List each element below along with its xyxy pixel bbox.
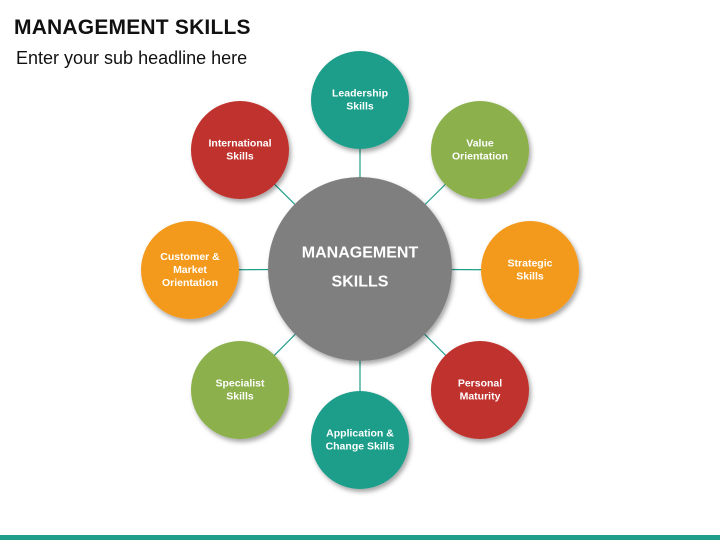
skill-node-circle (311, 51, 409, 149)
skill-node-personal-label-line: Maturity (460, 390, 501, 402)
skill-node-circle (431, 101, 529, 199)
footer-bar (0, 535, 720, 540)
skill-node-circle (141, 221, 239, 319)
skill-node-specialist-label-line: Specialist (215, 377, 265, 389)
page-title: MANAGEMENT SKILLS (14, 16, 251, 39)
center-node-circle (268, 177, 452, 361)
skill-node-application: Application &Change Skills (311, 391, 409, 489)
skill-node-circle (191, 101, 289, 199)
skill-node-customer-label-line: Customer & (160, 251, 220, 263)
skill-node-leadership-label-line: Leadership (332, 87, 388, 99)
skill-node-value-label-line: Value (466, 137, 494, 149)
skill-node-strategic-label-line: Skills (516, 270, 544, 282)
skill-node-specialist-label-line: Skills (226, 390, 254, 402)
center-node-label-line: MANAGEMENT (302, 245, 419, 262)
skill-node-leadership-label-line: Skills (346, 100, 374, 112)
skill-node-circle (481, 221, 579, 319)
skill-node-personal-label-line: Personal (458, 377, 502, 389)
skill-node-circle (191, 341, 289, 439)
skill-node-customer-label-line: Market (173, 264, 207, 276)
skill-node-application-label-line: Application & (326, 427, 394, 439)
skill-node-international-label-line: Skills (226, 150, 254, 162)
center-node-group: MANAGEMENT SKILLS (268, 177, 452, 361)
skill-node-application-label-line: Change Skills (326, 440, 395, 452)
skill-node-customer-label-line: Orientation (162, 277, 218, 289)
skill-nodes-group: LeadershipSkillsValueOrientationStrategi… (141, 51, 579, 489)
center-node-label-line: SKILLS (332, 274, 389, 291)
skill-node-circle (311, 391, 409, 489)
skill-node-strategic-label-line: Strategic (508, 257, 553, 269)
skill-node-circle (431, 341, 529, 439)
page-subtitle: Enter your sub headline here (16, 48, 248, 68)
skill-node-international-label-line: International (208, 137, 271, 149)
skill-node-value-label-line: Orientation (452, 150, 508, 162)
